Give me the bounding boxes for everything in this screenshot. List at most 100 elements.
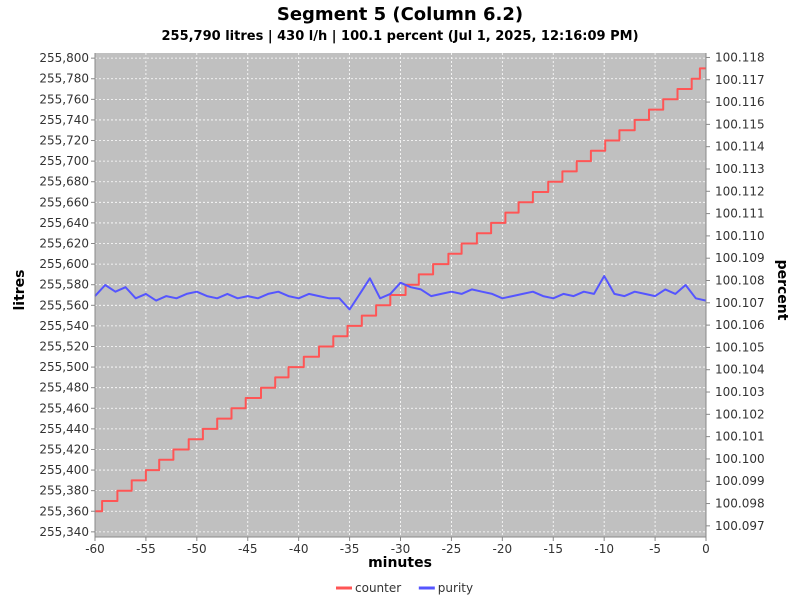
- data-point-purity: [125, 287, 126, 288]
- chart-title: Segment 5 (Column 6.2): [277, 4, 523, 25]
- data-point-purity: [268, 293, 269, 294]
- x-tick-label: -40: [289, 542, 309, 556]
- right-tick-label: 100.101: [715, 430, 765, 444]
- right-tick-label: 100.103: [715, 385, 765, 399]
- left-tick-label: 255,760: [39, 92, 89, 106]
- data-point-purity: [390, 293, 391, 294]
- x-tick-label: 0: [702, 542, 710, 556]
- data-point-counter: [245, 397, 246, 398]
- data-point-purity: [451, 291, 452, 292]
- data-point-purity: [492, 293, 493, 294]
- left-tick-label: 255,500: [39, 360, 89, 374]
- data-point-purity: [186, 293, 187, 294]
- right-tick-label: 100.104: [715, 363, 765, 377]
- x-tick-label: -5: [649, 542, 661, 556]
- right-tick-label: 100.107: [715, 296, 765, 310]
- data-point-purity: [614, 293, 615, 294]
- data-point-counter: [562, 171, 563, 172]
- x-tick-label: -25: [442, 542, 462, 556]
- data-point-counter: [117, 490, 118, 491]
- data-point-counter: [231, 408, 232, 409]
- data-point-purity: [675, 293, 676, 294]
- right-tick-label: 100.117: [715, 73, 765, 87]
- left-tick-label: 255,360: [39, 504, 89, 518]
- data-point-purity: [624, 296, 625, 297]
- data-point-purity: [227, 293, 228, 294]
- data-point-counter: [699, 68, 700, 69]
- data-point-counter: [605, 140, 606, 141]
- data-point-purity: [166, 296, 167, 297]
- left-tick-label: 255,420: [39, 442, 89, 456]
- data-point-purity: [298, 298, 299, 299]
- data-point-purity: [308, 293, 309, 294]
- data-point-purity: [115, 291, 116, 292]
- data-point-counter: [461, 243, 462, 244]
- data-point-purity: [156, 300, 157, 301]
- data-point-counter: [275, 377, 276, 378]
- data-point-purity: [695, 298, 696, 299]
- left-tick-label: 255,700: [39, 154, 89, 168]
- data-point-purity: [196, 291, 197, 292]
- data-point-purity: [431, 296, 432, 297]
- data-point-counter: [173, 449, 174, 450]
- data-point-counter: [347, 325, 348, 326]
- data-point-purity: [471, 289, 472, 290]
- data-point-counter: [548, 181, 549, 182]
- data-point-purity: [563, 293, 564, 294]
- data-point-purity: [217, 298, 218, 299]
- series-layer: [94, 67, 707, 513]
- data-point-counter: [648, 109, 649, 110]
- data-point-purity: [512, 296, 513, 297]
- right-tick-label: 100.098: [715, 497, 765, 511]
- data-point-counter: [590, 150, 591, 151]
- data-point-purity: [481, 291, 482, 292]
- x-tick-label: -60: [85, 542, 105, 556]
- x-tick-label: -45: [238, 542, 258, 556]
- data-point-purity: [329, 298, 330, 299]
- right-tick-label: 100.102: [715, 407, 765, 421]
- data-point-purity: [543, 296, 544, 297]
- data-point-purity: [410, 287, 411, 288]
- data-point-counter: [361, 315, 362, 316]
- data-point-counter: [619, 130, 620, 131]
- data-point-purity: [593, 293, 594, 294]
- data-point-purity: [655, 296, 656, 297]
- data-point-purity: [247, 296, 248, 297]
- left-tick-label: 255,340: [39, 525, 89, 539]
- right-tick-label: 100.108: [715, 274, 765, 288]
- left-tick-label: 255,720: [39, 134, 89, 148]
- data-point-counter: [145, 470, 146, 471]
- left-axis-ticks: 255,340 255,360 255,380 255,400 255,420 255,4…: [39, 51, 95, 539]
- data-point-counter: [202, 428, 203, 429]
- data-point-counter: [260, 387, 261, 388]
- data-point-counter: [491, 222, 492, 223]
- right-tick-label: 100.116: [715, 95, 765, 109]
- data-point-counter: [518, 202, 519, 203]
- data-point-counter: [418, 274, 419, 275]
- data-point-purity: [604, 275, 605, 276]
- left-tick-label: 255,440: [39, 422, 89, 436]
- right-tick-label: 100.100: [715, 452, 765, 466]
- right-tick-label: 100.105: [715, 340, 765, 354]
- data-point-counter: [333, 336, 334, 337]
- left-tick-label: 255,580: [39, 278, 89, 292]
- data-point-counter: [691, 78, 692, 79]
- data-point-purity: [339, 298, 340, 299]
- data-point-purity: [278, 291, 279, 292]
- data-point-counter: [376, 305, 377, 306]
- left-tick-label: 255,380: [39, 484, 89, 498]
- data-point-purity: [400, 282, 401, 283]
- left-tick-label: 255,640: [39, 216, 89, 230]
- x-tick-label: -50: [187, 542, 207, 556]
- x-tick-label: -15: [543, 542, 563, 556]
- left-tick-label: 255,740: [39, 113, 89, 127]
- data-point-counter: [217, 418, 218, 419]
- data-point-purity: [135, 298, 136, 299]
- x-tick-label: -10: [594, 542, 614, 556]
- data-point-counter: [448, 253, 449, 254]
- data-point-purity: [380, 298, 381, 299]
- left-tick-label: 255,460: [39, 401, 89, 415]
- data-point-purity: [318, 296, 319, 297]
- right-tick-label: 100.113: [715, 162, 765, 176]
